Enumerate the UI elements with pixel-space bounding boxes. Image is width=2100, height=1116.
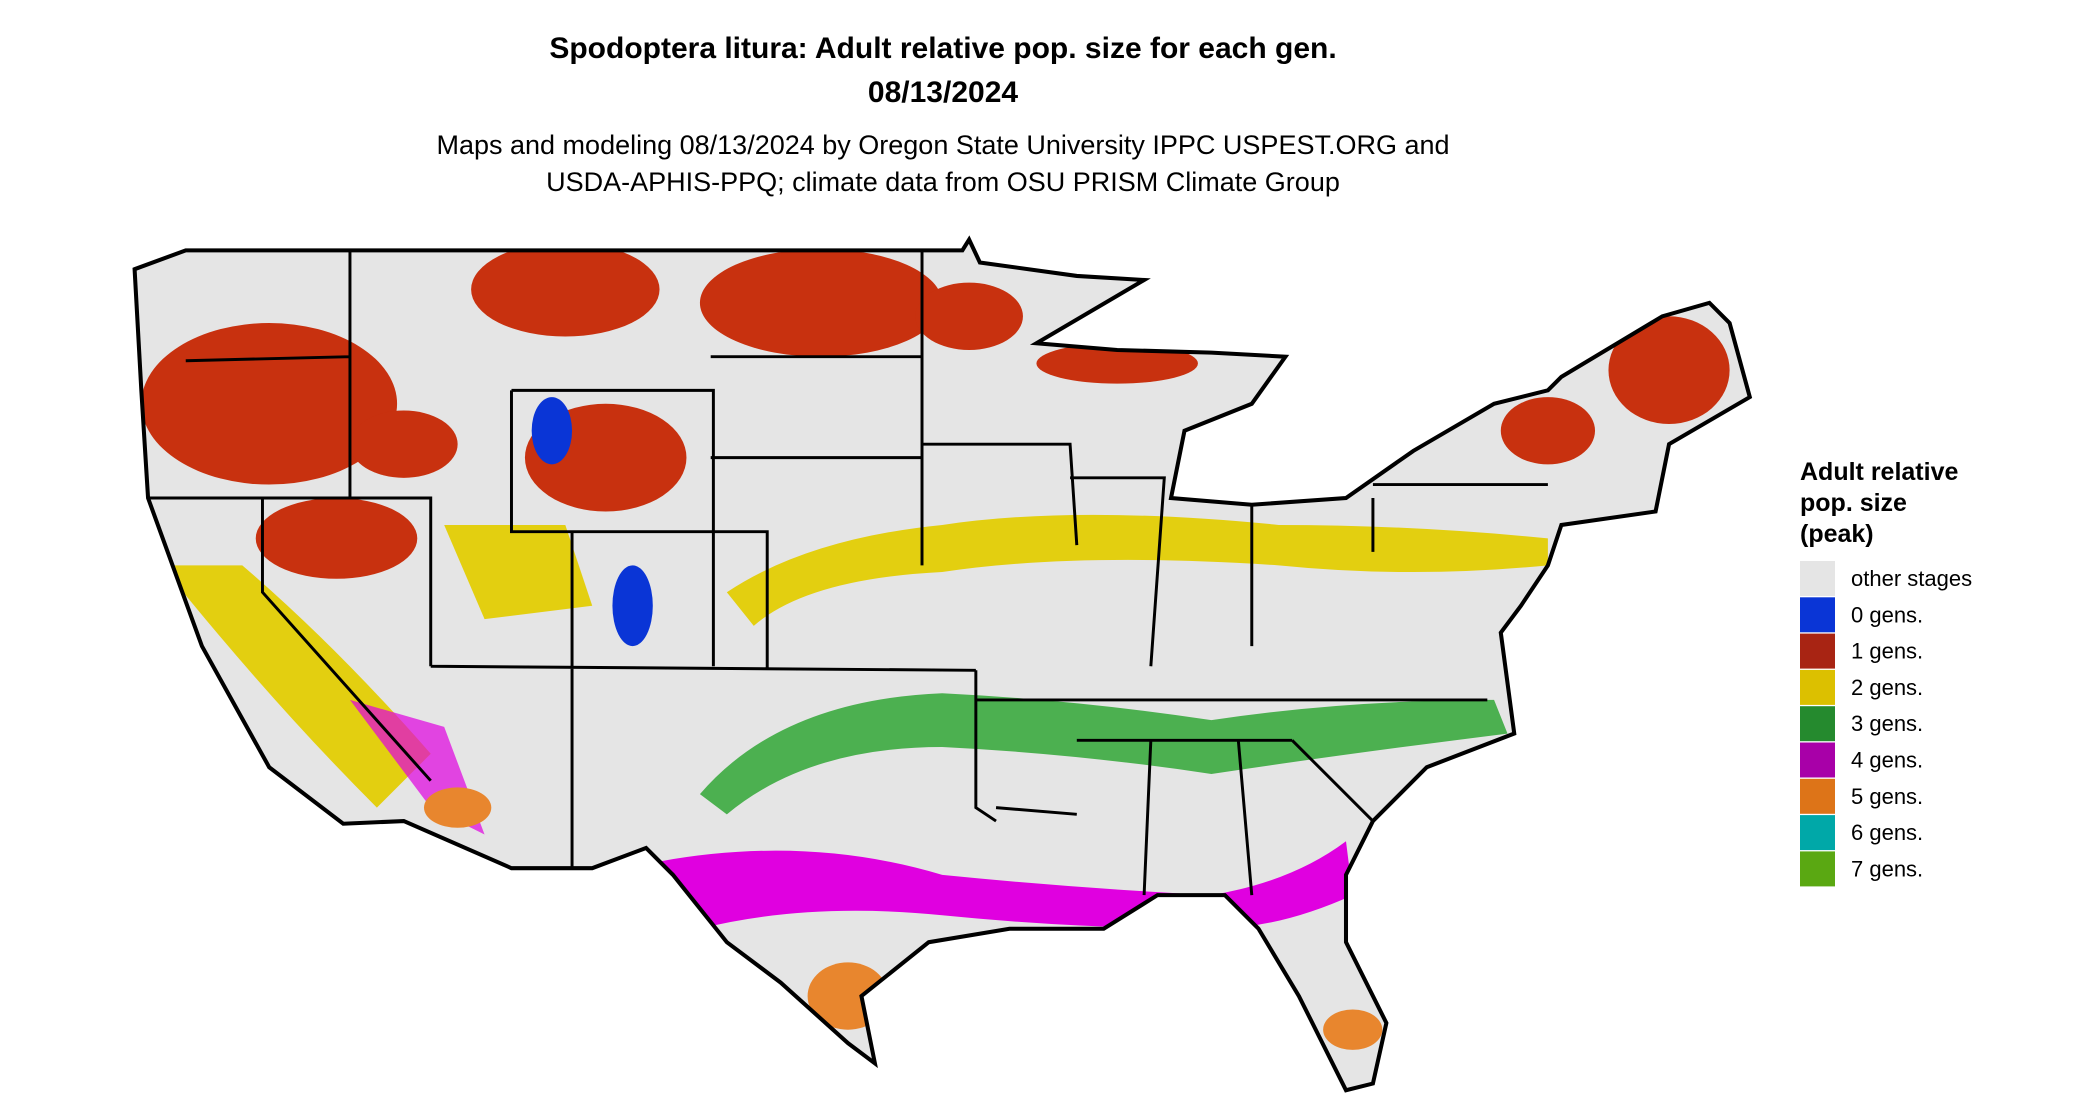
legend-title: Adult relative	[1800, 458, 1958, 486]
legend-swatch	[1800, 561, 1835, 596]
legend-swatch	[1800, 851, 1835, 887]
legend-swatch	[1800, 815, 1835, 851]
map	[135, 240, 1750, 1091]
legend-title: pop. size	[1800, 489, 1907, 517]
legend-label: other stages	[1851, 566, 1972, 591]
legend-label: 4 gens.	[1851, 748, 1923, 773]
title: Spodoptera litura: Adult relative pop. s…	[549, 32, 1336, 65]
legend-label: 0 gens.	[1851, 602, 1923, 627]
legend-title: (peak)	[1800, 520, 1874, 548]
legend: Adult relative pop. size (peak) other stage…	[1800, 458, 1972, 887]
title-date: 08/13/2024	[868, 76, 1018, 109]
legend-label: 2 gens.	[1851, 675, 1923, 700]
legend-label: 6 gens.	[1851, 820, 1923, 845]
subtitle: Maps and modeling 08/13/2024 by Oregon S…	[436, 130, 1449, 160]
legend-label: 5 gens.	[1851, 784, 1923, 809]
generation-zones	[141, 242, 1730, 1050]
legend-swatch	[1800, 597, 1835, 633]
legend-swatch	[1800, 669, 1835, 705]
legend-swatch	[1800, 742, 1835, 778]
legend-swatch	[1800, 778, 1835, 814]
subtitle: USDA-APHIS-PPQ; climate data from OSU PR…	[546, 167, 1340, 197]
legend-label: 1 gens.	[1851, 639, 1923, 664]
legend-label: 3 gens.	[1851, 711, 1923, 736]
legend-swatch	[1800, 706, 1835, 742]
state-borders	[141, 250, 1663, 896]
legend-swatch	[1800, 633, 1835, 669]
legend-label: 7 gens.	[1851, 856, 1923, 881]
